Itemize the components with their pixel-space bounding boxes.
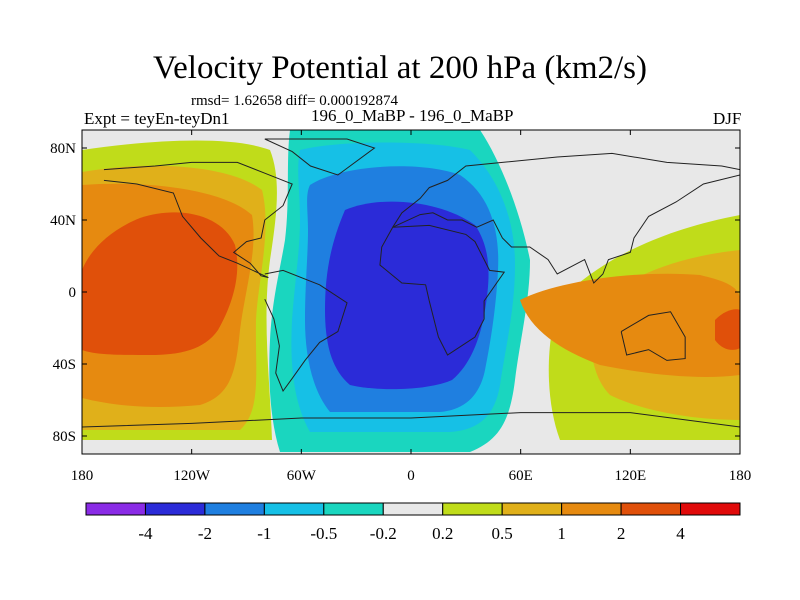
colorbar [85, 502, 741, 516]
x-tick-label: 180 [71, 468, 94, 484]
coastline [379, 224, 506, 356]
y-tick-label: 80S [53, 429, 76, 445]
y-tick-label: 40N [50, 213, 76, 229]
colorbar-swatch [323, 502, 384, 516]
colorbar-label: -0.2 [370, 524, 397, 543]
coastline [82, 412, 740, 428]
colorbar-label: 1 [557, 524, 566, 543]
colorbar-swatch [561, 502, 622, 516]
colorbar-label: -0.5 [310, 524, 337, 543]
y-tick-label: 40S [53, 357, 76, 373]
coastline [264, 269, 348, 393]
colorbar-label: 0.2 [432, 524, 453, 543]
coastline [264, 138, 376, 176]
colorbar-label: 2 [617, 524, 626, 543]
x-tick-label: 60E [509, 468, 533, 484]
season-label: DJF [713, 109, 742, 128]
colorbar-swatch [382, 502, 444, 516]
colorbar-label: 0.5 [492, 524, 513, 543]
x-tick-label: 0 [407, 468, 415, 484]
x-tick-label: 60W [287, 468, 317, 484]
colorbar-label: -1 [257, 524, 271, 543]
coastline [103, 161, 293, 279]
x-tick-label: 120W [173, 468, 211, 484]
colorbar-swatch [144, 502, 206, 516]
stats-label: rmsd= 1.62658 diff= 0.000192874 [191, 93, 399, 109]
pacific-level-2 [82, 212, 238, 355]
colorbar-swatch [501, 502, 563, 516]
x-tick-label: 180 [729, 468, 752, 484]
coastline [620, 311, 686, 361]
indian-level-2 [715, 309, 740, 350]
colorbar-label: 4 [676, 524, 685, 543]
y-tick-label: 80N [50, 141, 76, 157]
coastline [392, 152, 740, 284]
y-tick-label: 0 [69, 285, 77, 301]
colorbar-label: -2 [198, 524, 212, 543]
colorbar-swatch [680, 502, 741, 516]
colorbar-swatch [85, 502, 146, 516]
center-label: 196_0_MaBP - 196_0_MaBP [311, 106, 514, 125]
colorbar-swatch [620, 502, 682, 516]
x-tick-label: 120E [614, 468, 646, 484]
chart-title: Velocity Potential at 200 hPa (km2/s) [152, 50, 648, 86]
colorbar-label: -4 [138, 524, 153, 543]
colorbar-swatch [263, 502, 325, 516]
colorbar-swatch [204, 502, 265, 516]
experiment-label: Expt = teyEn-teyDn1 [84, 109, 230, 128]
colorbar-swatch [442, 502, 503, 516]
atlantic-level-neg2 [325, 201, 489, 390]
